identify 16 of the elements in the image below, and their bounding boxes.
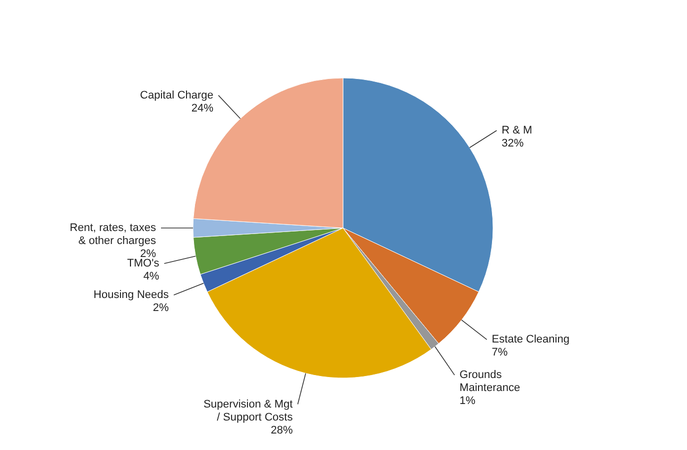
data-label: 4% xyxy=(143,270,160,282)
slice-label: R & M xyxy=(502,124,532,136)
data-label: 32% xyxy=(502,137,524,150)
slice-label: Capital Charge xyxy=(140,89,214,102)
slice-label: Housing Needs xyxy=(94,289,170,301)
slice-label: Supervision & Mgt / Support Costs xyxy=(203,398,294,424)
data-label: 24% xyxy=(191,102,214,114)
data-label: 7% xyxy=(492,346,508,359)
data-label: 2% xyxy=(140,248,156,260)
slice-label: Rent, rates, taxes & other charges xyxy=(70,222,156,247)
slice-label: Estate Cleaning xyxy=(492,334,570,346)
slice-label: TMO's xyxy=(127,258,160,270)
slice-label: Grounds Mainterance xyxy=(460,369,520,394)
data-label: 2% xyxy=(152,302,169,314)
data-label: 1% xyxy=(460,395,476,408)
data-label: 28% xyxy=(270,424,293,436)
